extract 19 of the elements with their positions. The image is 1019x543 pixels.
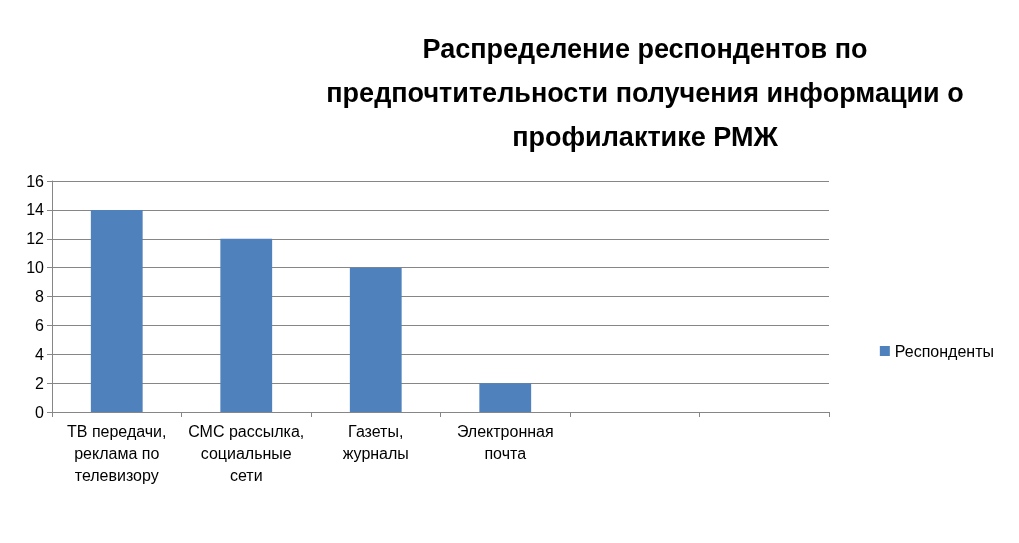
chart-title: Распределение респондентов по предпочтительности получения информации о профилактике РМЖ [326, 34, 964, 152]
bar [90, 209, 143, 412]
y-tick-label: 12 [26, 230, 45, 248]
y-tick-label: 4 [35, 345, 45, 363]
bar [479, 383, 532, 412]
y-tick-label: 8 [35, 288, 45, 305]
y-tick-label: 6 [35, 316, 45, 334]
bar [220, 238, 273, 412]
x-tick-label: Электронная почта [456, 422, 554, 462]
y-tick-label: 2 [35, 374, 45, 392]
y-tick-label: 16 [26, 172, 45, 190]
x-tick-label: Газеты, журналы [342, 422, 409, 462]
y-tick-label: 10 [26, 259, 45, 277]
legend-label: Респонденты [894, 342, 995, 360]
bar [349, 267, 402, 412]
y-tick-label: 0 [35, 403, 45, 421]
y-tick-label: 14 [26, 201, 45, 219]
x-tick-label: СМС рассылка, социальные сети [188, 422, 305, 484]
x-tick-label: ТВ передачи, реклама по телевизору [67, 422, 167, 484]
